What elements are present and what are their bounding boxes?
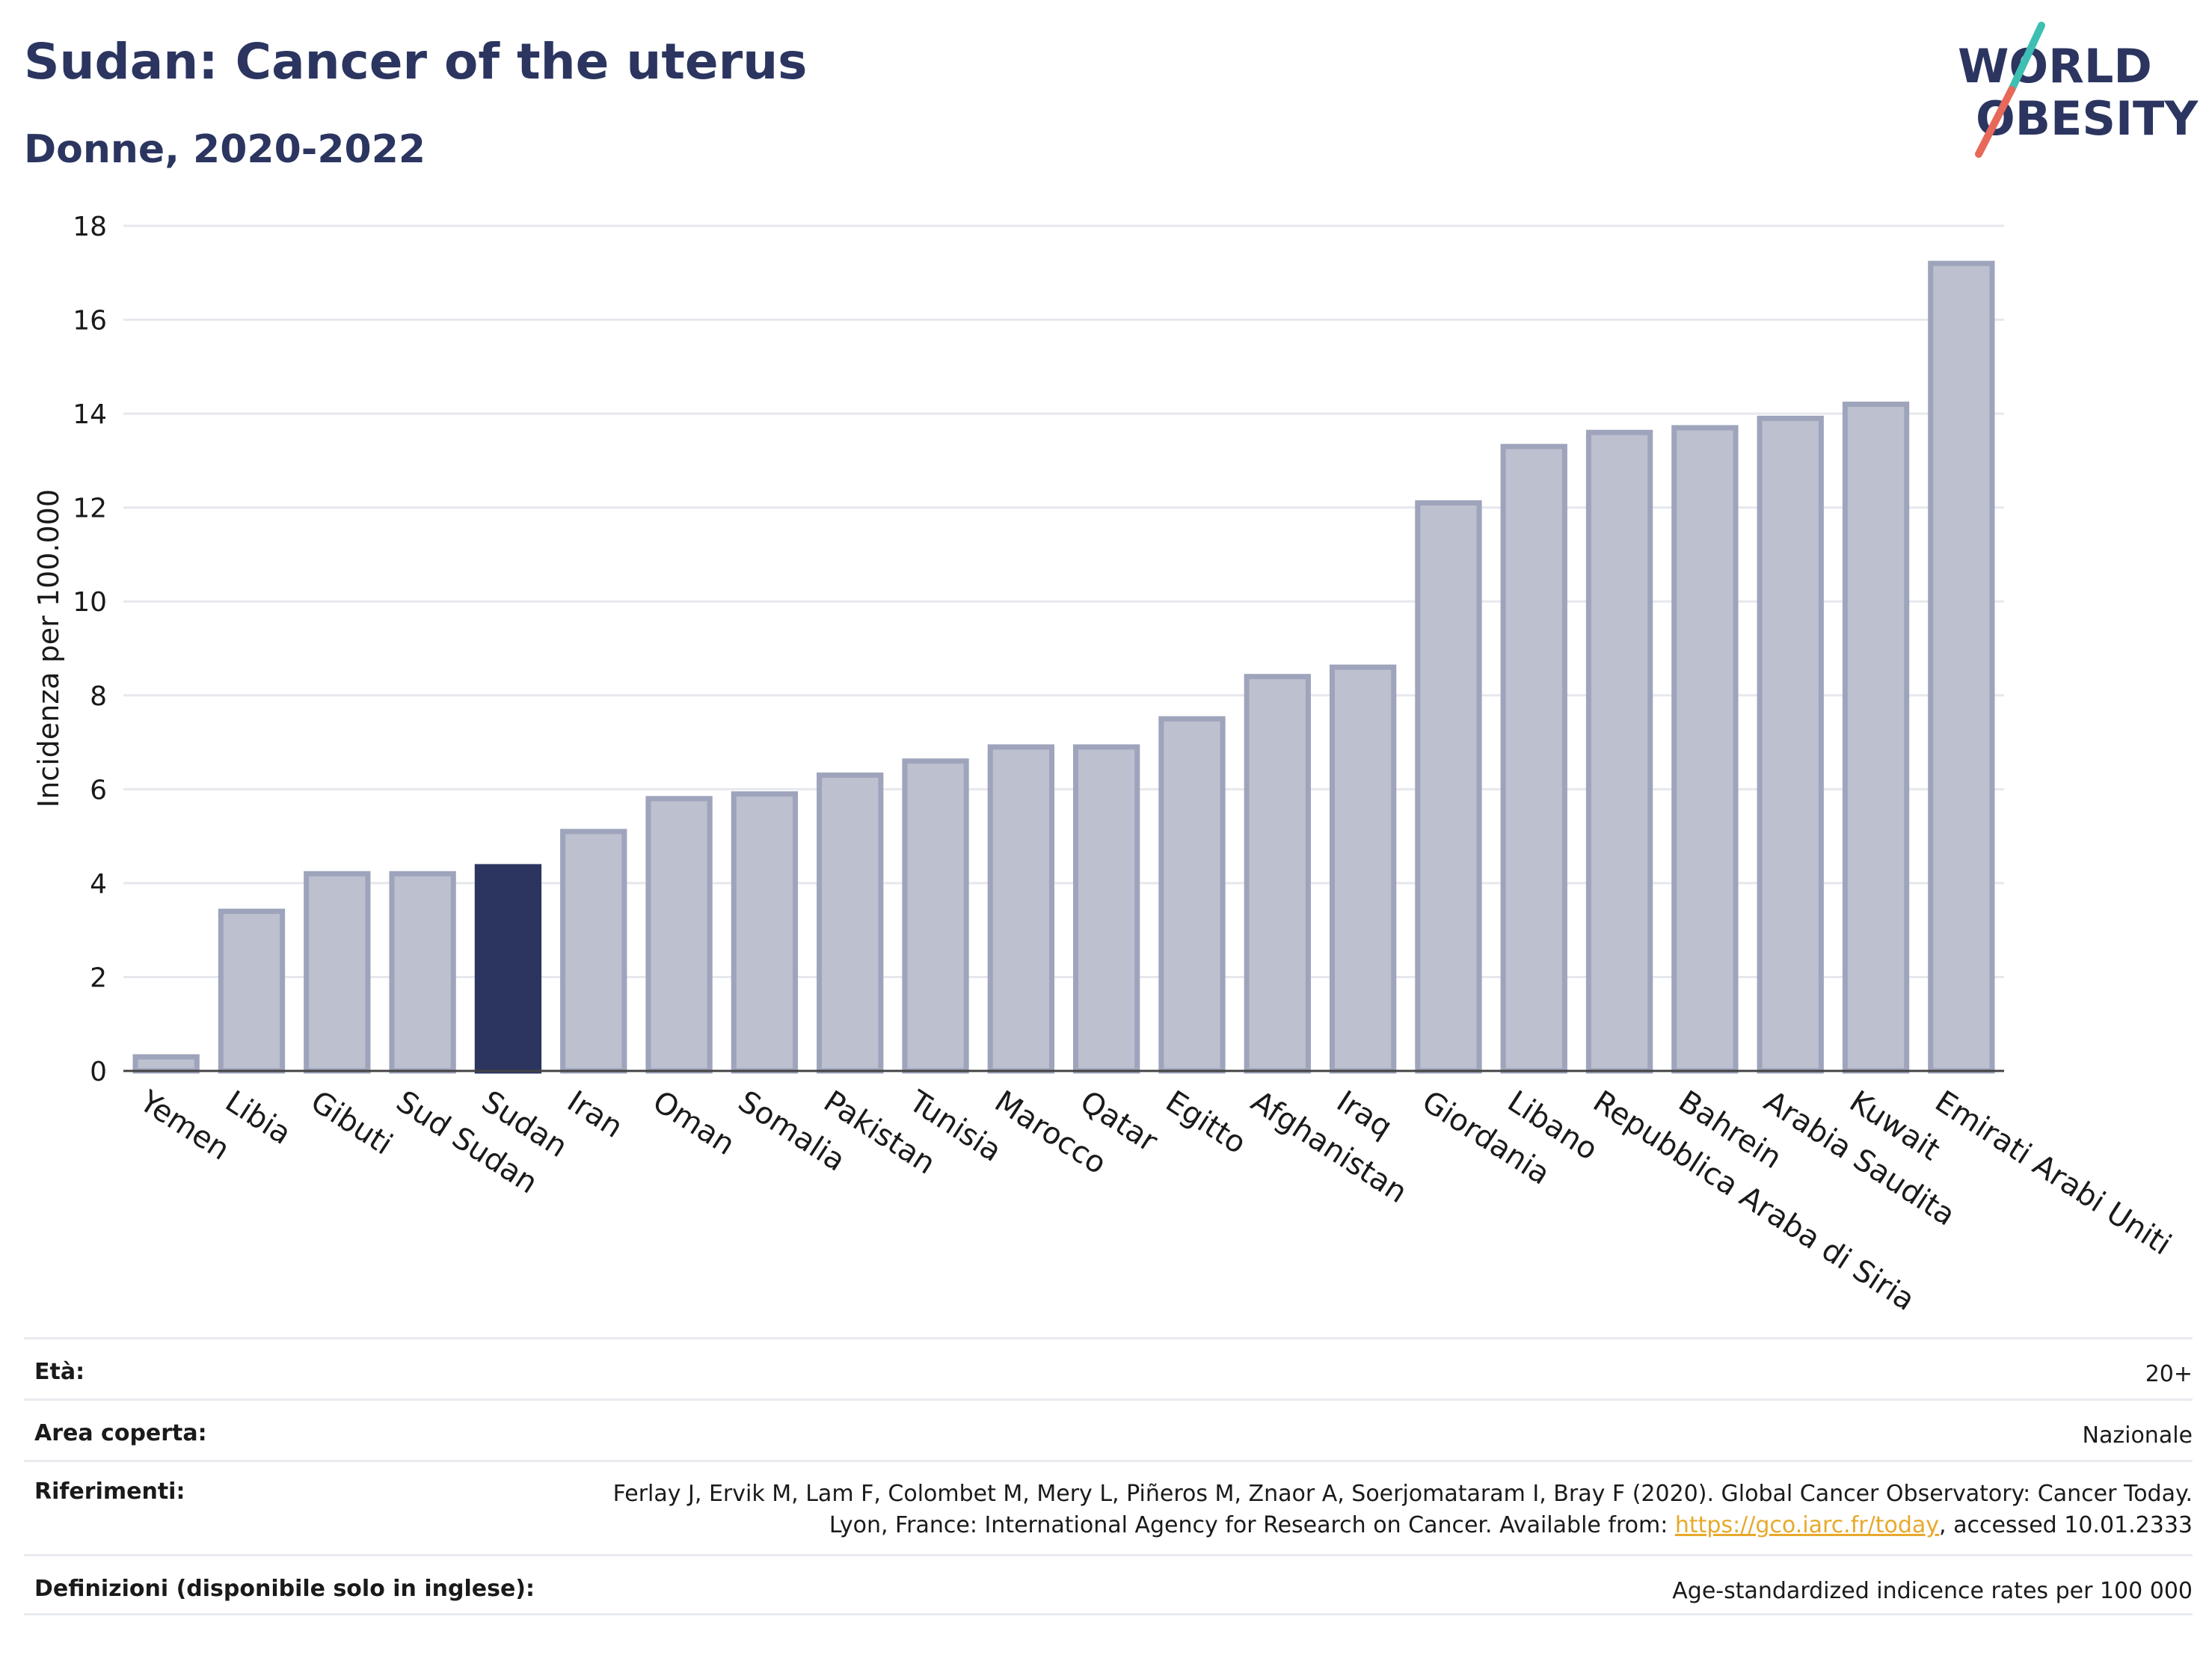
y-tick-label: 14 [73, 399, 107, 430]
y-axis-label: Incidenza per 100.000 [32, 489, 65, 808]
meta-area-label: Area coperta: [34, 1420, 207, 1446]
y-tick-label: 6 [90, 775, 107, 805]
bar-repubblica-araba-di-siria [1585, 429, 1653, 1074]
meta-row-area: Area coperta: Nazionale [24, 1398, 2193, 1460]
bar-bahrein [1671, 425, 1739, 1074]
bars [132, 260, 1995, 1074]
y-tick-label: 0 [90, 1057, 107, 1087]
references-text: Ferlay J, Ervik M, Lam F, Colombet M, Me… [612, 1481, 2193, 1538]
meta-references-label: Riferimenti: [34, 1479, 185, 1505]
y-tick-label: 12 [73, 494, 107, 524]
logo-line-1: WORLD [1958, 39, 2152, 93]
meta-row-age: Età: 20+ [24, 1337, 2193, 1398]
bar-giordania [1415, 500, 1482, 1074]
bar-gibuti [304, 871, 371, 1074]
bar-kuwait [1842, 402, 1910, 1074]
logo-line-2: OBESITY [1976, 91, 2199, 146]
meta-references-value: Ferlay J, Ervik M, Lam F, Colombet M, Me… [585, 1479, 2193, 1541]
meta-area-value: Nazionale [2082, 1422, 2193, 1449]
references-link[interactable]: https://gco.iarc.fr/today [1674, 1512, 1940, 1538]
bar-libia [218, 909, 286, 1074]
bar-emirati-arabi-uniti [1928, 260, 1995, 1074]
bar-pakistan [817, 773, 884, 1074]
bar-qatar [1073, 744, 1140, 1074]
y-tick-label: 18 [73, 212, 107, 242]
bar-sudan [474, 864, 542, 1074]
meta-definitions-label: Definizioni (disponibile solo in inglese… [34, 1576, 535, 1602]
x-tick-label: Egitto [1160, 1084, 1253, 1161]
world-obesity-logo: WORLD OBESITY [1958, 22, 2199, 158]
meta-age-value: 20+ [2145, 1361, 2193, 1387]
bar-egitto [1158, 716, 1226, 1074]
bar-libano [1500, 443, 1567, 1074]
y-tick-label: 10 [73, 587, 107, 618]
bar-iraq [1329, 664, 1397, 1074]
y-tick-label: 16 [73, 306, 107, 337]
chart-title: Sudan: Cancer of the uterus [24, 33, 808, 90]
logo-slash-teal [2008, 22, 2045, 93]
y-tick-label: 8 [90, 681, 107, 712]
meta-age-label: Età: [34, 1359, 85, 1385]
bar-oman [645, 796, 713, 1074]
bar-iran [560, 829, 627, 1074]
meta-definitions-value: Age-standardized indicence rates per 100… [1672, 1578, 2193, 1604]
bar-yemen [132, 1054, 200, 1074]
x-tick-label: Oman [647, 1084, 741, 1162]
y-tick-label: 4 [90, 869, 107, 900]
meta-row-references: Riferimenti: Ferlay J, Ervik M, Lam F, C… [24, 1460, 2193, 1554]
x-tick-label: Gibuti [304, 1084, 398, 1162]
bar-arabia-saudita [1757, 415, 1824, 1074]
bar-afghanistan [1244, 674, 1311, 1074]
bar-tunisia [902, 758, 969, 1074]
y-tick-label: 2 [90, 962, 107, 993]
x-tick-label: Afghanistan [1245, 1084, 1413, 1210]
bar-sud-sudan [389, 871, 456, 1074]
references-accessed: , accessed 10.01.2333 [1939, 1512, 2193, 1538]
meta-row-definitions: Definizioni (disponibile solo in inglese… [24, 1554, 2193, 1615]
bar-marocco [987, 744, 1054, 1074]
chart-subtitle: Donne, 2020-2022 [24, 127, 426, 172]
x-tick-label: Yemen [133, 1084, 236, 1167]
bar-somalia [731, 791, 799, 1074]
x-tick-label: Emirati Arabi Uniti [1929, 1084, 2177, 1262]
metadata-table: Età: 20+ Area coperta: Nazionale Riferim… [24, 1337, 2193, 1615]
logo-slash-red [1975, 86, 2015, 158]
y-axis-ticks: 0 2 4 6 8 10 12 14 16 18 [73, 212, 107, 1087]
